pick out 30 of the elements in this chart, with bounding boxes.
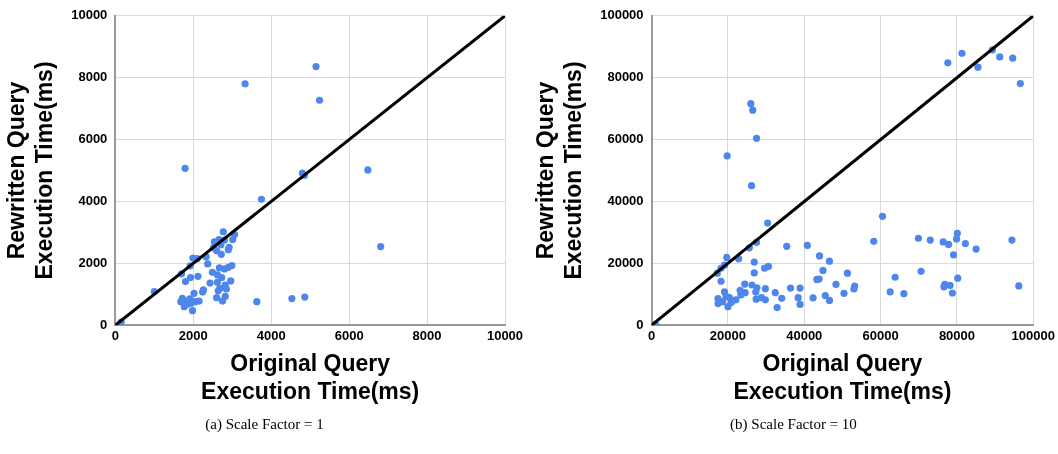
text: (b) Scale Factor = 10 <box>729 416 858 433</box>
y-tick-label: 40000 <box>607 193 644 209</box>
x-tick-label: 80000 <box>938 327 976 343</box>
x-tick-label: 0 <box>111 327 119 343</box>
x-tick-label: 40000 <box>786 327 823 343</box>
x-tick-label: 100000 <box>1011 327 1056 343</box>
x-tick-label: 8000 <box>412 327 442 343</box>
y-tick-label: 100000 <box>600 7 644 23</box>
y-axis-title: Rewritten Query Execution Time(ms) <box>3 61 57 280</box>
text: (a) Scale Factor = 1 <box>204 416 325 433</box>
y-tick-label: 4000 <box>78 193 108 209</box>
x-tick-label: 20000 <box>709 327 746 343</box>
x-tick-label: 0 <box>647 327 656 343</box>
x-axis-title: Original Query Execution Time(ms) <box>733 349 952 404</box>
y-tick-label: 8000 <box>78 69 108 85</box>
y-tick-label: 80000 <box>607 69 644 85</box>
x-tick-label: 6000 <box>334 327 364 343</box>
x-tick-label: 2000 <box>178 327 208 343</box>
y-tick-label: 20000 <box>607 254 644 270</box>
y-axis-title: Rewritten Query Execution Time(ms) <box>532 61 586 280</box>
x-axis-title: Original Query Execution Time(ms) <box>201 349 420 404</box>
y-tick-label: 0 <box>100 316 108 332</box>
y-tick-label: 0 <box>636 316 644 332</box>
y-tick-label: 10000 <box>71 7 108 23</box>
x-tick-label: 60000 <box>862 327 899 343</box>
y-tick-label: 2000 <box>78 254 108 270</box>
y-tick-label: 60000 <box>607 131 644 147</box>
y-tick-label: 6000 <box>78 131 108 147</box>
x-tick-label: 4000 <box>256 327 286 343</box>
x-tick-label: 10000 <box>486 327 524 343</box>
